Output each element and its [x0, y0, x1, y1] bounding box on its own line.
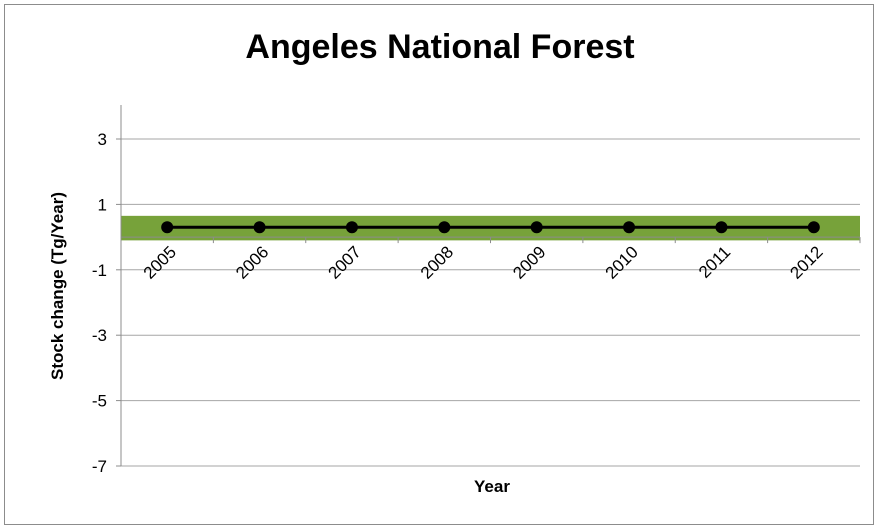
x-tick-label: 2010 [602, 242, 642, 282]
x-axis-label: Year [474, 477, 510, 496]
x-tick-label: 2011 [695, 242, 734, 281]
data-point [253, 221, 266, 234]
x-tick-label: 2008 [417, 242, 457, 282]
x-tick-label: 2005 [140, 242, 180, 282]
x-tick-label: 2006 [232, 242, 272, 282]
x-tick-label: 2012 [786, 242, 826, 282]
data-point [715, 221, 728, 234]
data-point [345, 221, 358, 234]
y-tick-label: -3 [92, 326, 107, 345]
chart-frame [4, 4, 874, 525]
data-point [623, 221, 636, 234]
chart-title: Angeles National Forest [245, 28, 635, 66]
y-tick-label: 3 [98, 130, 107, 149]
x-tick-label: 2009 [509, 242, 549, 282]
data-point [438, 221, 451, 234]
data-point [807, 221, 820, 234]
data-point [161, 221, 174, 234]
x-tick-label: 2007 [325, 242, 365, 282]
y-tick-label: -7 [92, 457, 107, 476]
y-tick-label: 1 [98, 195, 107, 214]
y-tick-label: -5 [92, 392, 107, 411]
data-point [530, 221, 543, 234]
y-tick-label: -1 [92, 261, 107, 280]
